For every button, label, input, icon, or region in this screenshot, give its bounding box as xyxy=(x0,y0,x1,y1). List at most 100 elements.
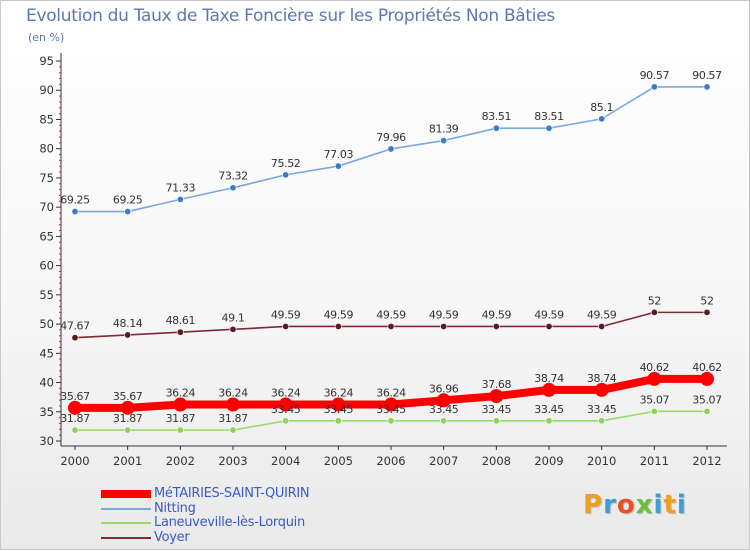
series-point-0 xyxy=(700,371,714,386)
legend-label: Nitting xyxy=(154,500,196,516)
series-point-0 xyxy=(68,400,82,415)
series-point-2 xyxy=(703,407,711,415)
series-point-0 xyxy=(594,382,609,397)
y-tick-label: 40 xyxy=(39,376,54,390)
y-tick-label: 35 xyxy=(39,405,54,419)
series-point-2 xyxy=(334,417,342,425)
data-label-1: 75.52 xyxy=(271,157,301,170)
x-tick-label: 2010 xyxy=(587,454,616,468)
legend-swatch xyxy=(101,522,151,525)
series-point-2 xyxy=(282,417,290,425)
series-point-3 xyxy=(387,322,395,330)
series-point-3 xyxy=(703,308,711,316)
data-label-2: 33.45 xyxy=(534,403,564,416)
series-point-1 xyxy=(650,83,658,91)
y-tick-label: 90 xyxy=(39,83,54,97)
y-tick-label: 70 xyxy=(39,200,54,214)
data-label-0: 36.24 xyxy=(218,387,248,400)
series-point-1 xyxy=(545,124,553,132)
legend-label: Laneuveville-lès-Lorquin xyxy=(154,515,305,531)
series-point-2 xyxy=(387,417,395,425)
data-label-2: 33.45 xyxy=(482,403,512,416)
legend-swatch xyxy=(101,507,151,510)
series-point-1 xyxy=(176,195,184,203)
data-label-2: 31.87 xyxy=(166,412,196,425)
data-label-3: 48.61 xyxy=(166,314,196,327)
y-tick-label: 85 xyxy=(39,112,54,126)
data-label-0: 40.62 xyxy=(640,361,670,374)
x-tick-label: 2006 xyxy=(376,454,405,468)
series-point-1 xyxy=(492,124,500,132)
data-label-0: 35.67 xyxy=(60,390,90,403)
data-label-0: 36.96 xyxy=(429,382,459,395)
y-tick-label: 75 xyxy=(39,171,54,185)
series-point-3 xyxy=(440,322,448,330)
data-label-0: 37.68 xyxy=(482,378,512,391)
series-point-0 xyxy=(278,397,293,412)
chart-axes: 30 35 40 45 50 55 60 65 70 75 80 85 90 95 2000 2001 2002… xyxy=(39,53,727,468)
x-tick-label: 2009 xyxy=(534,454,563,468)
logo-letter: i xyxy=(676,490,687,520)
series-point-2 xyxy=(440,417,448,425)
x-tick-label: 2012 xyxy=(692,454,721,468)
legend-item: Voyer xyxy=(101,529,309,546)
series-point-2 xyxy=(598,417,606,425)
data-label-1: 90.57 xyxy=(692,69,722,82)
legend-label: MéTAIRIES-SAINT-QUIRIN xyxy=(154,486,310,502)
data-label-0: 38.74 xyxy=(587,372,617,385)
series-point-2 xyxy=(650,407,658,415)
x-tick-label: 2002 xyxy=(166,454,195,468)
data-label-0: 40.62 xyxy=(692,361,722,374)
legend-label: Voyer xyxy=(154,529,190,545)
series-point-2 xyxy=(545,417,553,425)
x-tick-label: 2008 xyxy=(482,454,511,468)
series-point-1 xyxy=(71,208,79,216)
data-label-2: 33.45 xyxy=(376,403,406,416)
x-tick-label: 2001 xyxy=(113,454,142,468)
series-point-2 xyxy=(71,426,79,434)
data-label-3: 49.59 xyxy=(429,308,459,321)
chart-title: Evolution du Taux de Taxe Foncière sur l… xyxy=(26,6,555,26)
series-point-1 xyxy=(282,171,290,179)
y-tick-label: 55 xyxy=(39,288,54,302)
series-point-1 xyxy=(703,83,711,91)
logo-letter: P xyxy=(583,490,604,520)
data-label-2: 35.07 xyxy=(640,393,670,406)
series-point-1 xyxy=(229,184,237,192)
data-label-0: 38.74 xyxy=(534,372,564,385)
data-label-0: 36.24 xyxy=(271,387,301,400)
series-point-0 xyxy=(384,397,398,412)
data-label-0: 36.24 xyxy=(376,387,406,400)
series-point-2 xyxy=(124,426,132,434)
data-label-3: 49.59 xyxy=(324,308,354,321)
series-layer xyxy=(68,83,714,434)
y-tick-label: 60 xyxy=(39,259,54,273)
data-label-3: 48.14 xyxy=(113,317,143,330)
series-point-3 xyxy=(71,334,79,342)
y-tick-label: 45 xyxy=(39,346,54,360)
data-label-1: 77.03 xyxy=(324,148,354,161)
data-label-2: 33.45 xyxy=(324,403,354,416)
series-point-3 xyxy=(492,322,500,330)
series-point-1 xyxy=(598,115,606,123)
logo-letter: x xyxy=(635,490,654,520)
series-point-0 xyxy=(489,389,504,404)
data-label-3: 52 xyxy=(648,294,661,307)
data-label-1: 83.51 xyxy=(534,110,564,123)
logo-letter: i xyxy=(653,490,664,520)
series-point-0 xyxy=(436,393,451,408)
data-label-2: 33.45 xyxy=(271,403,301,416)
data-labels-layer: 69.25 69.25 71.33 73.32 75.52 77.03 79.96 81.39… xyxy=(60,69,722,425)
series-point-3 xyxy=(650,308,658,316)
data-label-1: 73.32 xyxy=(218,170,248,183)
legend-swatch xyxy=(101,536,151,539)
data-label-0: 36.24 xyxy=(166,387,196,400)
logo-letter: t xyxy=(663,490,677,520)
series-point-3 xyxy=(176,328,184,336)
logo-letter: r xyxy=(603,490,617,520)
series-point-3 xyxy=(334,322,342,330)
data-label-0: 36.24 xyxy=(324,387,354,400)
data-label-1: 85.1 xyxy=(590,101,613,114)
series-point-0 xyxy=(647,371,662,386)
